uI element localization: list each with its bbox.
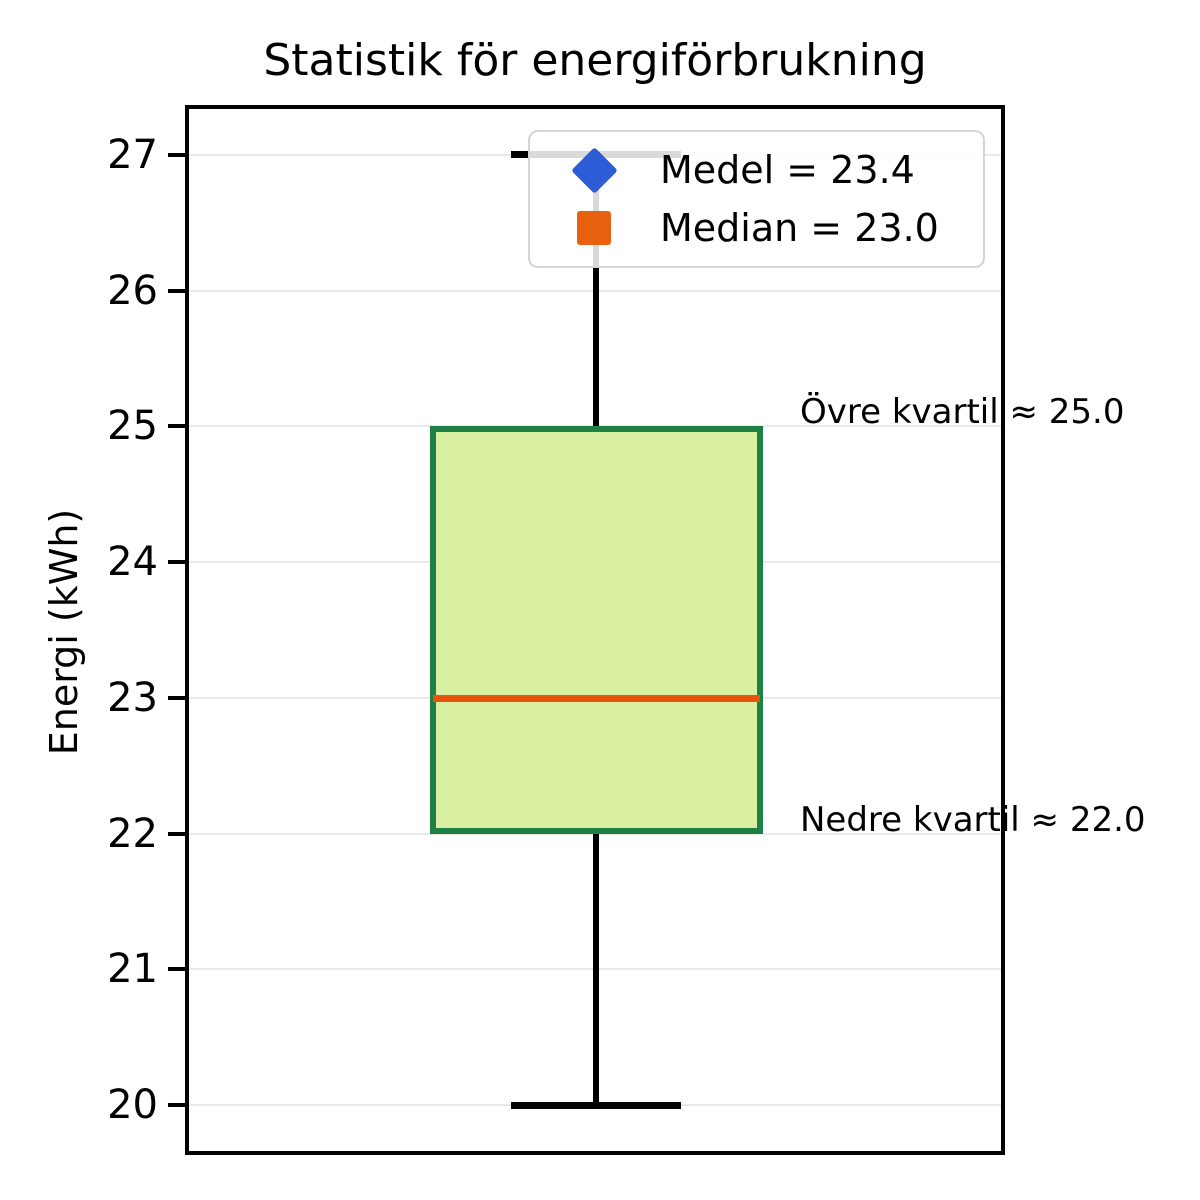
chart-title: Statistik för energiförbrukning (263, 35, 927, 86)
median-square-icon (577, 211, 611, 245)
legend-item-median: Median = 23.0 (542, 199, 971, 257)
annotation-lower-quartile: Nedre kvartil ≈ 22.0 (800, 799, 1146, 840)
mean-diamond-icon (570, 146, 618, 194)
y-tick-mark (168, 153, 186, 157)
y-tick-mark (168, 967, 186, 972)
annotation-upper-quartile: Övre kvartil ≈ 25.0 (800, 392, 1125, 433)
y-tick-mark (168, 695, 186, 700)
y-tick-label: 23 (107, 674, 158, 721)
y-tick-mark (168, 560, 186, 565)
upper-whisker (593, 155, 599, 427)
y-tick-label: 27 (107, 132, 158, 178)
y-tick-label: 20 (107, 1081, 158, 1128)
lower-whisker (593, 833, 599, 1105)
legend-item-mean: Medel = 23.4 (542, 141, 971, 199)
lower-whisker-cap (511, 1101, 681, 1109)
y-tick-mark (168, 288, 186, 293)
y-tick-label: 25 (107, 403, 158, 450)
y-tick-label: 21 (107, 946, 158, 993)
legend-label-median: Median = 23.0 (660, 206, 939, 250)
y-tick-mark (168, 831, 186, 836)
y-tick-label: 24 (107, 539, 158, 586)
y-tick-label: 26 (107, 267, 158, 314)
boxplot-box (430, 426, 763, 834)
legend: Medel = 23.4 Median = 23.0 (528, 130, 985, 268)
y-tick-mark (168, 424, 186, 429)
median-line (433, 694, 760, 702)
y-tick-label: 22 (107, 810, 158, 857)
legend-label-mean: Medel = 23.4 (660, 148, 915, 192)
y-tick-mark (168, 1102, 186, 1107)
